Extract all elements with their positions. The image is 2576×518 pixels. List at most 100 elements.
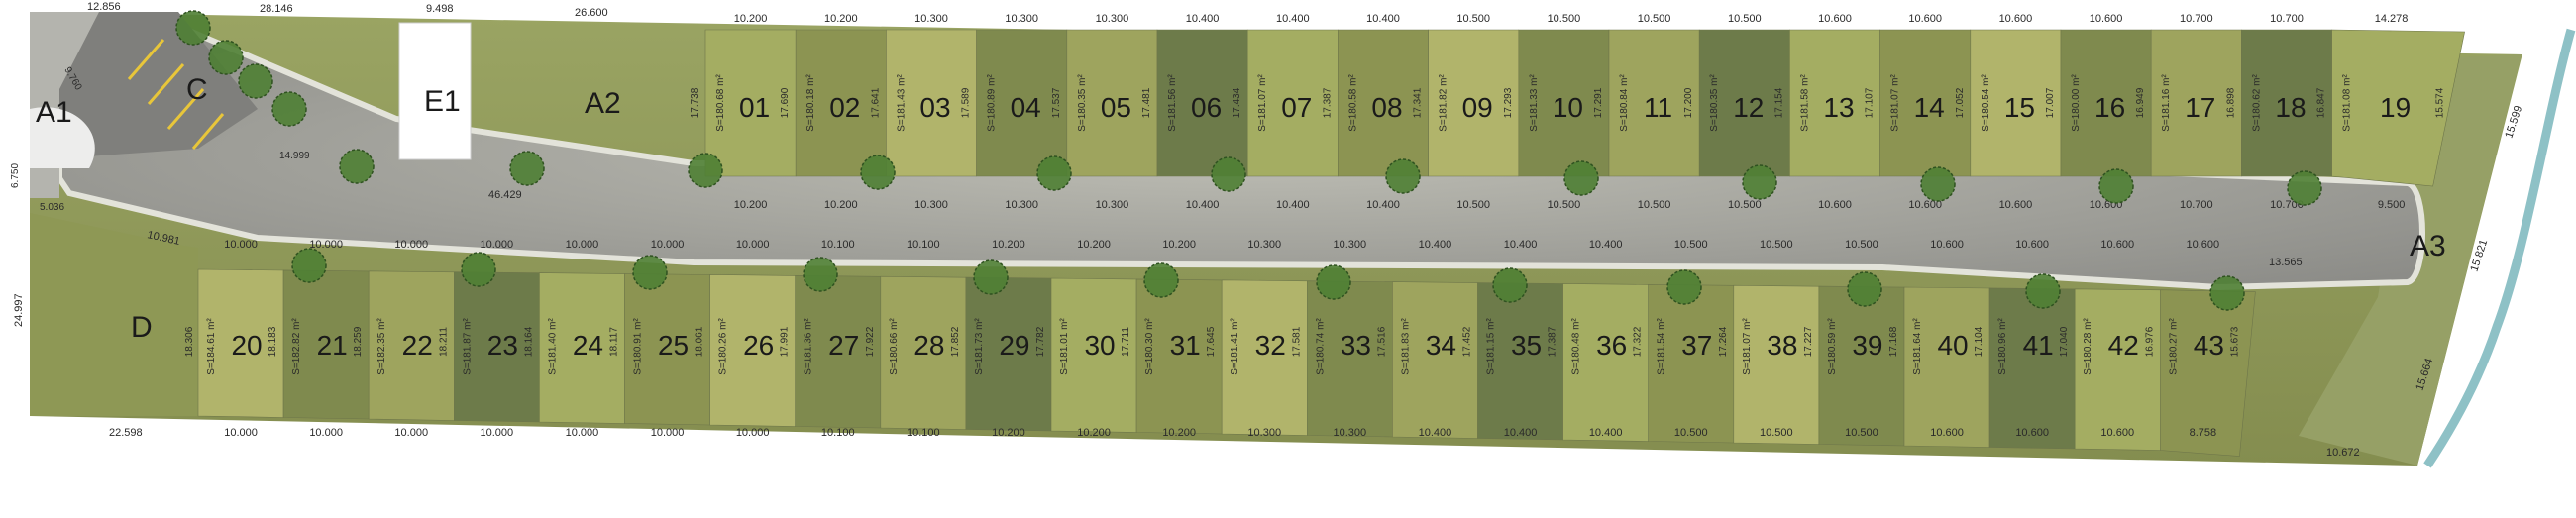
lot-back-dim: 10.500 — [1674, 427, 1708, 439]
dim-top-a1: 12.856 — [87, 1, 121, 13]
lot-number: 13 — [1823, 92, 1854, 123]
lot-side-dim: 17.007 — [2045, 87, 2056, 118]
lot-side-dim: 17.690 — [780, 87, 791, 118]
lot-back-dim: 10.400 — [1186, 199, 1220, 211]
lot-area: S=181.58 m² — [1799, 74, 1810, 132]
lot-back-dim: 10.200 — [824, 199, 858, 211]
lot-side-dim: 15.673 — [2229, 326, 2240, 357]
lot-number: 16 — [2094, 92, 2125, 123]
lot-side-dim: 17.387 — [1548, 326, 1558, 357]
lot-front-dim: 10.000 — [651, 239, 685, 251]
dim-d-bottom: 22.598 — [109, 427, 143, 439]
lot-area: S=180.62 m² — [2251, 74, 2262, 132]
lot-back-dim: 10.600 — [1930, 427, 1964, 439]
lot-number: 10 — [1553, 92, 1583, 123]
lot-number: 31 — [1170, 330, 1201, 361]
lot-front-dim: 10.600 — [1999, 13, 2033, 25]
lot-front-dim: 10.400 — [1419, 239, 1452, 251]
lot-side-dim: 16.949 — [2135, 87, 2146, 118]
lot-side-dim: 17.154 — [1773, 87, 1784, 118]
tree-icon — [461, 252, 496, 287]
lot-front-dim: 10.000 — [394, 239, 428, 251]
lot-area: S=181.01 m² — [1059, 318, 1070, 375]
lot-back-dim: 10.400 — [1276, 199, 1310, 211]
tree-icon — [208, 40, 244, 75]
lot-front-dim: 10.200 — [1162, 239, 1196, 251]
dim-top-c: 28.146 — [260, 3, 293, 15]
lot-front-dim: 10.700 — [2270, 13, 2304, 25]
tree-icon — [238, 63, 273, 99]
lot-front-dim: 10.500 — [1638, 13, 1671, 25]
lot-back-dim: 10.500 — [1845, 427, 1878, 439]
lot-front-dim: 10.100 — [821, 239, 855, 251]
tree-icon — [339, 149, 375, 184]
lot-number: 35 — [1511, 330, 1542, 361]
lot-side-dim: 17.589 — [961, 87, 972, 118]
tree-icon — [803, 257, 838, 292]
lot-side-dim: 17.200 — [1683, 87, 1694, 118]
lot-area: S=180.84 m² — [1619, 74, 1630, 132]
lot-number: 42 — [2108, 330, 2139, 361]
lot-back-dim: 10.200 — [1162, 427, 1196, 439]
lot-front-dim: 10.300 — [1334, 239, 1367, 251]
lot-side-dim: 17.104 — [1974, 326, 1985, 357]
zone-label-a1: A1 — [36, 96, 72, 129]
lot-back-dim: 8.758 — [2190, 427, 2217, 439]
lot-side-dim: 17.264 — [1718, 326, 1729, 357]
lot-area: S=180.68 m² — [715, 74, 726, 132]
lot-side-dim: 17.387 — [1322, 87, 1333, 118]
lot-number: 06 — [1191, 92, 1222, 123]
lot-front-dim: 10.000 — [481, 239, 514, 251]
a1-cul-de-sac — [30, 107, 95, 168]
bottom-lots-group: 20 S=184.61 m² 10.000 10.000 18.183 18.306 21 S… — [184, 239, 2256, 457]
lot-number: 01 — [739, 92, 770, 123]
lot-area: S=180.48 m² — [1571, 318, 1582, 375]
lot-number: 21 — [317, 330, 348, 361]
lot-area: S=181.87 m² — [462, 318, 473, 375]
lot-front-dim: 10.600 — [2090, 13, 2123, 25]
lot-front-dim: 10.400 — [1504, 239, 1538, 251]
lot-side-dim: 17.168 — [1888, 326, 1899, 357]
lot-front-dim: 10.200 — [1077, 239, 1111, 251]
lot-back-dim: 10.500 — [1548, 199, 1581, 211]
lot-number: 38 — [1767, 330, 1797, 361]
lot-number: 24 — [573, 330, 603, 361]
lot-back-dim: 10.600 — [2015, 427, 2049, 439]
dim-a2-bottom: 46.429 — [488, 189, 522, 201]
lot-side-dim: 17.291 — [1593, 87, 1604, 118]
lot-number: 19 — [2380, 92, 2411, 123]
zone-label-e1: E1 — [424, 85, 461, 118]
lot-front-dim: 10.500 — [1845, 239, 1878, 251]
lot-number: 40 — [1937, 330, 1968, 361]
lot-back-dim: 10.300 — [1334, 427, 1367, 439]
lot-back-dim: 10.500 — [1456, 199, 1490, 211]
lot-number: 43 — [2194, 330, 2224, 361]
lot-number: 12 — [1733, 92, 1764, 123]
lot-front-dim: 10.300 — [914, 13, 948, 25]
lot-back-dim: 10.600 — [1908, 199, 1942, 211]
lot-front-dim: 10.400 — [1589, 239, 1623, 251]
lot-side-dim: 17.107 — [1865, 87, 1876, 118]
lot-side-dim: 17.711 — [1121, 327, 1131, 357]
lot-area: S=181.33 m² — [1529, 74, 1540, 132]
lot-side-dim: 17.481 — [1141, 87, 1152, 118]
lot-side-dim: 18.259 — [353, 326, 364, 357]
lot-front-dim: 10.400 — [1186, 13, 1220, 25]
lot-number: 27 — [828, 330, 859, 361]
lot-side-dim: 18.164 — [523, 326, 534, 357]
lot-side-dim: 17.341 — [1413, 87, 1424, 118]
lot-number: 22 — [402, 330, 433, 361]
tree-icon — [1742, 164, 1777, 200]
tree-icon — [271, 91, 307, 127]
lot-back-dim: 10.000 — [736, 427, 770, 439]
trees-group — [175, 10, 2322, 311]
lot-back-dim: 10.300 — [914, 199, 948, 211]
lot-area: S=180.54 m² — [1981, 74, 1991, 132]
lot-area: S=180.26 m² — [718, 318, 729, 375]
lot-side-dim: 16.847 — [2316, 87, 2327, 118]
lot-side-dim: 17.516 — [1376, 326, 1387, 357]
lot-back-dim: 10.300 — [1005, 199, 1038, 211]
lot-back-dim: 10.500 — [1728, 199, 1762, 211]
lot-back-dim: 10.400 — [1504, 427, 1538, 439]
lot-back-dim: 10.300 — [1247, 427, 1281, 439]
